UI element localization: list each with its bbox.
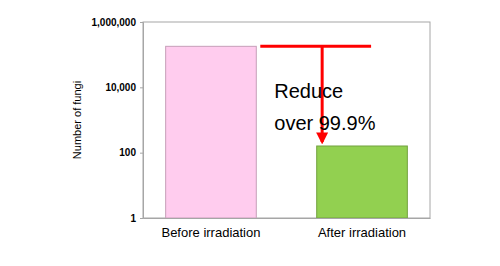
- y-tick: 10,000: [105, 82, 143, 93]
- x-tick-label: After irradiation: [318, 225, 406, 240]
- bars: [166, 46, 408, 218]
- y-tick: 1: [130, 213, 143, 224]
- annotation: Reduce over 99.9%: [260, 46, 375, 142]
- y-tick-mark: [140, 22, 143, 23]
- chart: 1 100 10,000 1,000,000 Before irradiation Aft…: [0, 0, 500, 266]
- plot: 1 100 10,000 1,000,000 Before irradiation Aft…: [92, 17, 431, 241]
- x-axis-line: [144, 218, 431, 219]
- y-tick-mark: [140, 153, 143, 154]
- bar: [317, 146, 408, 218]
- annotation-line: [260, 45, 371, 48]
- y-tick-mark: [140, 87, 143, 88]
- y-tick: 1,000,000: [92, 17, 144, 28]
- y-tick-label: 1,000,000: [92, 17, 137, 28]
- y-axis: 1 100 10,000 1,000,000: [92, 17, 144, 224]
- annotation-line-text: over 99.9%: [274, 112, 375, 134]
- y-axis-title: Number of fungi: [71, 81, 83, 159]
- y-tick-mark: [140, 218, 143, 219]
- y-tick-label: 10,000: [105, 82, 136, 93]
- x-tick: After irradiation: [318, 218, 406, 240]
- annotation-text: Reduce over 99.9%: [274, 80, 375, 134]
- bar: [166, 46, 257, 218]
- y-tick-label: 1: [130, 213, 136, 224]
- y-tick: 100: [119, 147, 143, 158]
- x-tick-label: Before irradiation: [161, 225, 260, 240]
- y-tick-label: 100: [119, 147, 136, 158]
- plot-frame: [143, 22, 430, 218]
- annotation-line-text: Reduce: [274, 80, 343, 102]
- x-axis: Before irradiation After irradiation: [144, 218, 431, 240]
- x-tick: Before irradiation: [161, 218, 260, 240]
- y-axis-line: [140, 23, 144, 219]
